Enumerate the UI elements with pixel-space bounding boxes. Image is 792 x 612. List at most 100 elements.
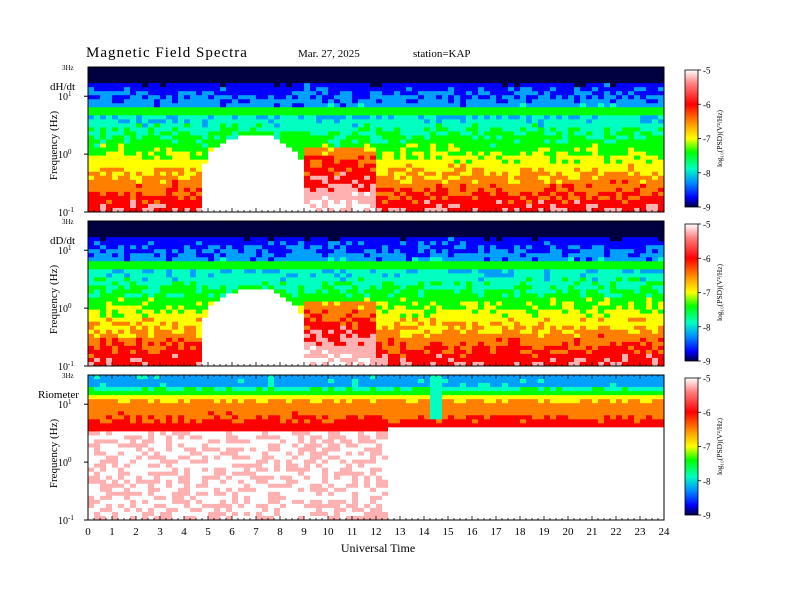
spectrogram-cell (658, 179, 665, 185)
spectrogram-cell (376, 107, 383, 112)
spectrogram-cell (484, 83, 491, 88)
spectrogram-cell (430, 75, 437, 80)
spectrogram-cell (346, 67, 353, 72)
spectrogram-cell (190, 111, 197, 116)
spectrogram-cell (94, 107, 101, 112)
spectrogram-cell (406, 127, 413, 132)
spectrogram-cell (346, 207, 353, 213)
spectrogram-cell (160, 297, 167, 302)
spectrogram-cell (646, 135, 653, 140)
spectrogram-cell (112, 341, 119, 347)
spectrogram-cell (394, 83, 401, 88)
spectrogram-cell (208, 155, 215, 161)
spectrogram-cell (286, 147, 293, 152)
spectrogram-cell (166, 237, 173, 242)
spectrogram-cell (250, 187, 257, 193)
spectrogram-cell (406, 175, 413, 181)
spectrogram-cell (184, 127, 191, 132)
spectrogram-cell (346, 203, 353, 209)
spectrogram-cell (172, 273, 179, 278)
spectrogram-cell (190, 135, 197, 140)
spectrogram-cell (430, 183, 437, 189)
spectrogram-cell (634, 159, 641, 165)
spectrogram-cell (316, 119, 323, 124)
spectrogram-cell (148, 155, 155, 161)
spectrogram-cell (472, 155, 479, 161)
spectrogram-cell (298, 225, 305, 230)
spectrogram-cell (190, 91, 197, 96)
spectrogram-cell (328, 67, 335, 72)
spectrogram-cell (226, 103, 233, 108)
spectrogram-cell (574, 127, 581, 132)
spectrogram-cell (280, 91, 287, 96)
spectrogram-cell (190, 175, 197, 181)
spectrogram-cell (538, 67, 545, 72)
spectrogram-cell (160, 345, 167, 351)
spectrogram-cell (280, 143, 287, 148)
spectrogram-cell (616, 191, 623, 197)
spectrogram-cell (202, 83, 209, 88)
spectrogram-cell (286, 175, 293, 181)
spectrogram-cell (646, 67, 653, 72)
spectrogram-cell (160, 171, 167, 177)
spectrogram-cell (634, 195, 641, 201)
spectrogram-cell (658, 163, 665, 169)
spectrogram-cell (562, 207, 569, 213)
spectrogram-cell (490, 67, 497, 72)
spectrogram-cell (256, 95, 263, 100)
spectrogram-cell (154, 245, 161, 250)
spectrogram-cell (220, 131, 227, 136)
spectrogram-cell (538, 171, 545, 177)
spectrogram-cell (544, 87, 551, 92)
spectrogram-cell (196, 245, 203, 250)
spectrogram-cell (136, 131, 143, 136)
spectrogram-cell (226, 257, 233, 262)
spectrogram-cell (472, 75, 479, 80)
spectrogram-cell (592, 123, 599, 128)
spectrogram-cell (262, 119, 269, 124)
spectrogram-cell (268, 115, 275, 120)
spectrogram-cell (142, 333, 149, 339)
spectrogram-cell (544, 139, 551, 144)
spectrogram-cell (208, 249, 215, 254)
spectrogram-cell (376, 119, 383, 124)
spectrogram-cell (454, 115, 461, 120)
spectrogram-cell (610, 175, 617, 181)
spectrogram-cell (448, 203, 455, 209)
spectrogram-cell (604, 83, 611, 88)
spectrogram-cell (532, 195, 539, 201)
spectrogram-cell (580, 67, 587, 72)
spectrogram-cell (244, 297, 251, 302)
spectrogram-cell (634, 95, 641, 100)
spectrogram-cell (616, 71, 623, 76)
spectrogram-cell (232, 317, 239, 323)
spectrogram-cell (598, 183, 605, 189)
spectrogram-cell (274, 167, 281, 173)
spectrogram-cell (136, 249, 143, 254)
spectrogram-cell (598, 103, 605, 108)
spectrogram-cell (556, 191, 563, 197)
spectrogram-cell (112, 277, 119, 282)
spectrogram-cell (142, 297, 149, 302)
spectrogram-cell (406, 103, 413, 108)
spectrogram-cell (118, 199, 125, 205)
spectrogram-cell (574, 171, 581, 177)
spectrogram-cell (526, 195, 533, 201)
spectrogram-cell (646, 127, 653, 132)
spectrogram-cell (172, 131, 179, 136)
spectrogram-cell (202, 277, 209, 282)
spectrogram-cell (154, 79, 161, 84)
spectrogram-cell (202, 285, 209, 290)
spectrogram-cell (574, 195, 581, 201)
spectrogram-cell (106, 257, 113, 262)
spectrogram-cell (460, 203, 467, 209)
spectrogram-cell (196, 325, 203, 331)
spectrogram-cell (628, 163, 635, 169)
spectrogram-cell (196, 257, 203, 262)
spectrogram-cell (310, 183, 317, 189)
spectrogram-cell (598, 111, 605, 116)
spectrogram-cell (316, 143, 323, 148)
spectrogram-cell (370, 203, 377, 209)
spectrogram-cell (202, 317, 209, 323)
spectrogram-cell (220, 95, 227, 100)
